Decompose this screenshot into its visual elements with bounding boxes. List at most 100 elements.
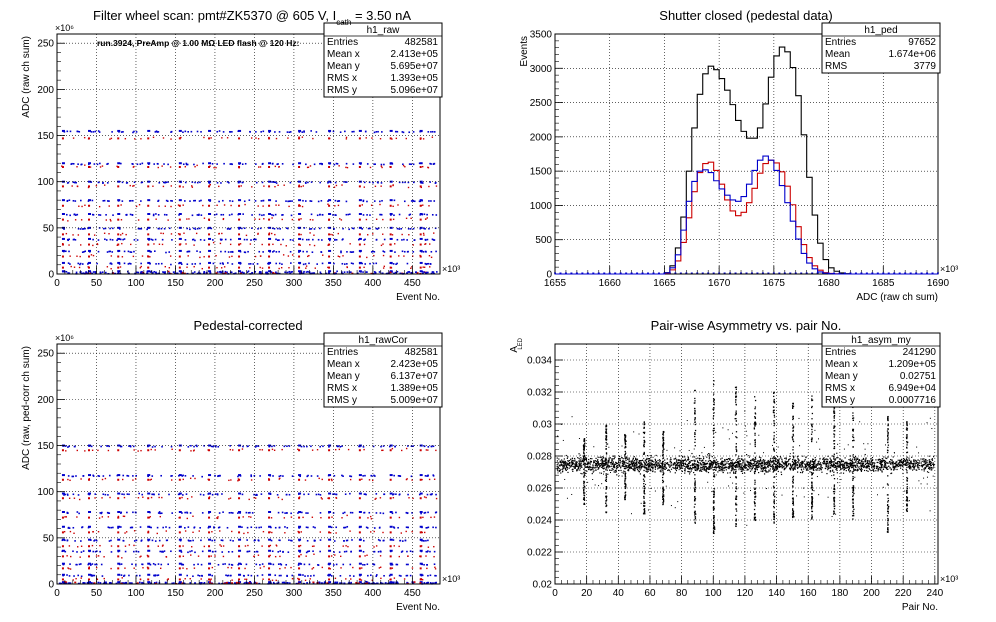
- data-point-blue: [88, 129, 92, 132]
- data-point-blue: [106, 251, 109, 253]
- data-point-blue: [425, 263, 428, 266]
- data-point: [892, 465, 894, 467]
- data-point-blue: [317, 200, 320, 203]
- data-point-red: [88, 204, 91, 207]
- data-point-blue: [238, 444, 242, 447]
- data-point: [732, 463, 734, 466]
- data-point-red: [91, 544, 94, 547]
- data-point-red: [182, 478, 184, 481]
- data-point-blue: [419, 573, 423, 576]
- data-point-blue: [362, 446, 365, 448]
- data-point-red: [159, 567, 162, 570]
- data-point-blue: [406, 550, 408, 553]
- data-point-blue: [346, 263, 348, 265]
- data-point: [650, 459, 652, 461]
- data-point-baseline: [323, 581, 326, 583]
- data-point-red: [208, 137, 211, 140]
- data-point: [751, 464, 753, 466]
- data-point-baseline: [313, 272, 316, 274]
- data-point: [661, 467, 663, 469]
- data-point: [857, 466, 859, 468]
- data-point-red: [125, 531, 128, 533]
- data-point-blue: [358, 238, 360, 241]
- data-point-blue: [285, 563, 288, 566]
- data-point-red: [268, 243, 271, 246]
- data-point-blue: [289, 200, 292, 202]
- data-point: [799, 471, 802, 474]
- data-point-blue: [80, 563, 82, 565]
- data-point: [811, 461, 813, 463]
- data-point-blue: [334, 238, 336, 241]
- data-point-red: [222, 217, 225, 220]
- data-point: [761, 467, 763, 469]
- x-tick-label: 1685: [872, 278, 895, 289]
- data-point-red: [412, 517, 414, 519]
- data-point-red: [261, 267, 264, 269]
- y-tick-label: 3500: [530, 30, 553, 41]
- data-point: [722, 465, 724, 467]
- data-point-blue: [353, 130, 355, 133]
- data-point-blue: [242, 181, 244, 184]
- data-point-blue: [116, 239, 118, 242]
- x-exponent-label: ×10³: [940, 264, 958, 274]
- data-point: [926, 462, 928, 464]
- data-point: [634, 465, 636, 467]
- data-point: [734, 466, 736, 469]
- data-point: [683, 463, 685, 465]
- data-point-blue: [255, 238, 257, 241]
- data-point-blue: [75, 563, 77, 566]
- data-point: [615, 471, 617, 473]
- data-point: [930, 466, 933, 469]
- data-point-blue: [389, 573, 393, 576]
- data-point-red: [208, 496, 211, 498]
- data-point: [611, 458, 613, 460]
- data-point: [921, 458, 924, 460]
- data-point-red: [433, 516, 436, 518]
- data-point-blue: [243, 575, 245, 577]
- data-point-red: [76, 516, 78, 518]
- data-point-blue: [405, 526, 408, 529]
- data-point-blue: [245, 563, 248, 566]
- data-point: [677, 466, 679, 468]
- data-point: [809, 461, 811, 463]
- data-point: [776, 468, 778, 471]
- data-point: [648, 458, 650, 460]
- data-point-red: [345, 138, 348, 140]
- data-point-blue: [79, 228, 82, 230]
- data-point: [606, 465, 609, 467]
- data-point-blue: [238, 525, 242, 528]
- data-point-blue: [138, 581, 141, 584]
- data-point-blue: [64, 550, 67, 553]
- data-point: [708, 456, 711, 458]
- data-point-blue: [71, 475, 74, 478]
- data-point-red: [287, 137, 289, 139]
- data-point: [771, 466, 773, 468]
- data-point-red: [231, 530, 233, 533]
- data-point-baseline: [136, 582, 139, 584]
- data-point-blue: [347, 213, 350, 216]
- data-point-blue: [61, 511, 65, 513]
- data-point-red: [426, 567, 428, 570]
- data-point: [626, 462, 628, 464]
- data-point-red: [189, 477, 192, 480]
- data-point-blue: [298, 180, 302, 183]
- data-point: [814, 457, 816, 459]
- data-point: [661, 468, 663, 470]
- data-point-blue: [182, 494, 184, 496]
- data-point-blue: [358, 162, 362, 165]
- data-point: [633, 465, 635, 467]
- data-point: [764, 459, 766, 461]
- data-point-blue: [389, 492, 393, 495]
- data-point: [644, 464, 646, 466]
- data-point-blue: [108, 540, 111, 542]
- data-point-blue: [171, 200, 173, 202]
- data-point-blue: [203, 582, 206, 584]
- data-point-blue: [188, 250, 191, 253]
- data-point-red: [424, 531, 426, 534]
- data-point: [924, 462, 926, 464]
- data-point-blue: [256, 263, 259, 265]
- data-point: [820, 468, 822, 471]
- data-point-red: [243, 532, 245, 535]
- data-point-red: [389, 233, 392, 236]
- data-point-blue: [382, 250, 385, 253]
